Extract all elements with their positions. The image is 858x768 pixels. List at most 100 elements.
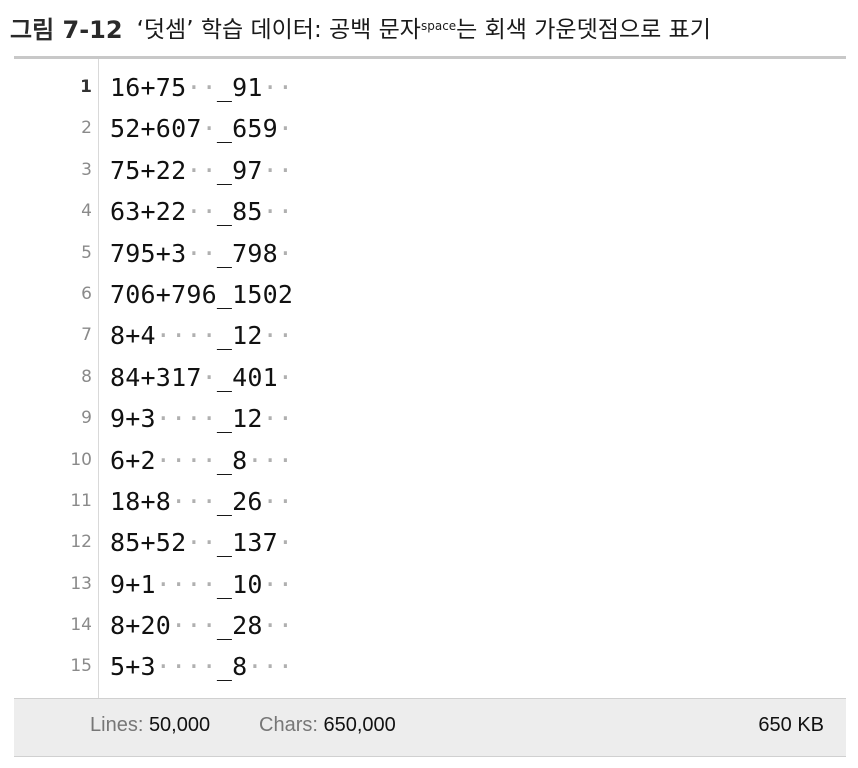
line-number: 4 <box>81 201 92 222</box>
space-marker: · <box>171 404 187 434</box>
line-text[interactable]: 9+3····_12·· <box>110 404 294 434</box>
space-marker: · <box>247 652 263 682</box>
caption-text: ‘덧셈’ 학습 데이터: 공백 문자space는 회색 가운뎃점으로 표기 <box>137 14 711 49</box>
space-marker: · <box>171 486 187 516</box>
space-marker: · <box>186 652 202 682</box>
space-marker: · <box>262 569 278 599</box>
line-text[interactable]: 18+8···_26·· <box>110 486 294 516</box>
line-number: 5 <box>81 242 92 263</box>
figure-number: 그림 7-12 <box>10 16 123 44</box>
space-marker: · <box>186 486 202 516</box>
space-marker: · <box>277 404 294 434</box>
space-marker: · <box>277 321 294 351</box>
space-marker: · <box>201 155 217 185</box>
editor-line[interactable]: 7 8+4····_12·· <box>14 315 846 356</box>
space-marker: · <box>277 486 294 516</box>
editor-lines[interactable]: 1 16+75··_91·· 2 52+607·_659· 3 75+22··_97·· 4… <box>14 67 846 688</box>
caption-text-after: 는 회색 가운뎃점으로 표기 <box>456 17 711 43</box>
editor-line[interactable]: 11 18+8···_26·· <box>14 481 846 522</box>
space-marker: · <box>277 197 294 227</box>
space-marker: · <box>186 197 202 227</box>
line-count-label: Lines: <box>90 714 144 736</box>
space-marker: · <box>186 155 202 185</box>
space-marker: · <box>262 486 278 516</box>
line-number: 8 <box>81 366 92 387</box>
line-text[interactable]: 8+4····_12·· <box>110 321 294 351</box>
line-number-gutter <box>14 59 99 698</box>
line-text[interactable]: 16+75··_91·· <box>110 73 294 102</box>
space-marker: · <box>155 404 172 434</box>
space-marker: · <box>201 569 217 599</box>
space-marker: · <box>186 569 202 599</box>
space-marker: · <box>262 652 278 682</box>
space-marker: · <box>186 321 202 351</box>
line-number: 1 <box>80 77 92 97</box>
line-text[interactable]: 5+3····_8··· <box>110 652 294 682</box>
space-marker: · <box>201 528 217 558</box>
line-count-value: 50,000 <box>148 714 211 736</box>
line-number: 7 <box>81 325 92 346</box>
line-text[interactable]: 706+796_1502 <box>110 279 294 309</box>
space-marker: · <box>277 155 294 185</box>
editor-line[interactable]: 2 52+607·_659· <box>14 108 846 149</box>
editor-line[interactable]: 12 85+52··_137· <box>14 522 846 563</box>
line-number: 3 <box>81 159 92 180</box>
caption-superscript: space <box>420 19 457 33</box>
line-number: 6 <box>81 283 92 304</box>
editor-line[interactable]: 14 8+20···_28·· <box>14 605 846 646</box>
space-marker: · <box>155 569 172 599</box>
space-marker: · <box>171 611 187 641</box>
editor-line[interactable]: 9 9+3····_12·· <box>14 398 846 439</box>
editor-line[interactable]: 3 75+22··_97·· <box>14 150 846 191</box>
space-marker: · <box>171 445 187 475</box>
line-count: Lines: 50,000 <box>90 714 210 737</box>
space-marker: · <box>155 445 172 475</box>
space-marker: · <box>277 652 294 682</box>
line-text[interactable]: 84+317·_401· <box>110 362 294 392</box>
figure-caption: 그림 7-12 ‘덧셈’ 학습 데이터: 공백 문자space는 회색 가운뎃점… <box>10 14 711 50</box>
char-count: Chars: 650,000 <box>259 714 396 737</box>
space-marker: · <box>201 73 217 102</box>
space-marker: · <box>262 404 278 434</box>
line-text[interactable]: 6+2····_8··· <box>110 445 294 475</box>
line-text[interactable]: 795+3··_798· <box>110 238 294 268</box>
space-marker: · <box>262 73 278 102</box>
file-size: 650 KB <box>758 714 824 736</box>
space-marker: · <box>277 362 294 392</box>
space-marker: · <box>262 155 278 185</box>
space-marker: · <box>277 569 294 599</box>
line-text[interactable]: 75+22··_97·· <box>110 155 294 185</box>
line-text[interactable]: 9+1····_10·· <box>110 569 294 599</box>
editor-line[interactable]: 4 63+22··_85·· <box>14 191 846 232</box>
space-marker: · <box>247 445 263 475</box>
space-marker: · <box>186 445 202 475</box>
status-bar: Lines: 50,000 Chars: 650,000 650 KB <box>14 698 846 757</box>
space-marker: · <box>186 528 202 558</box>
caption-text-before: ‘덧셈’ 학습 데이터: 공백 문자 <box>136 17 421 43</box>
editor-line[interactable]: 13 9+1····_10·· <box>14 564 846 605</box>
editor-line[interactable]: 15 5+3····_8··· <box>14 646 846 687</box>
editor-line[interactable]: 10 6+2····_8··· <box>14 440 846 481</box>
line-text[interactable]: 8+20···_28·· <box>110 611 294 641</box>
space-marker: · <box>201 404 217 434</box>
line-number: 11 <box>70 490 92 511</box>
editor-line[interactable]: 5 795+3··_798· <box>14 233 846 274</box>
space-marker: · <box>201 362 217 392</box>
space-marker: · <box>171 321 187 351</box>
line-text[interactable]: 52+607·_659· <box>110 114 294 144</box>
space-marker: · <box>262 197 278 227</box>
line-number: 9 <box>81 408 92 429</box>
line-text[interactable]: 85+52··_137· <box>110 528 294 558</box>
space-marker: · <box>155 321 172 351</box>
space-marker: · <box>277 114 294 144</box>
line-text[interactable]: 63+22··_85·· <box>110 197 294 227</box>
editor-line[interactable]: 8 84+317·_401· <box>14 357 846 398</box>
editor-line[interactable]: 1 16+75··_91·· <box>14 67 846 108</box>
space-marker: · <box>201 114 217 144</box>
editor-line[interactable]: 6 706+796_1502 <box>14 274 846 315</box>
space-marker: · <box>201 486 217 516</box>
space-marker: · <box>186 611 202 641</box>
text-editor[interactable]: 1 16+75··_91·· 2 52+607·_659· 3 75+22··_97·· 4… <box>14 56 846 757</box>
space-marker: · <box>277 73 294 102</box>
space-marker: · <box>155 652 172 682</box>
